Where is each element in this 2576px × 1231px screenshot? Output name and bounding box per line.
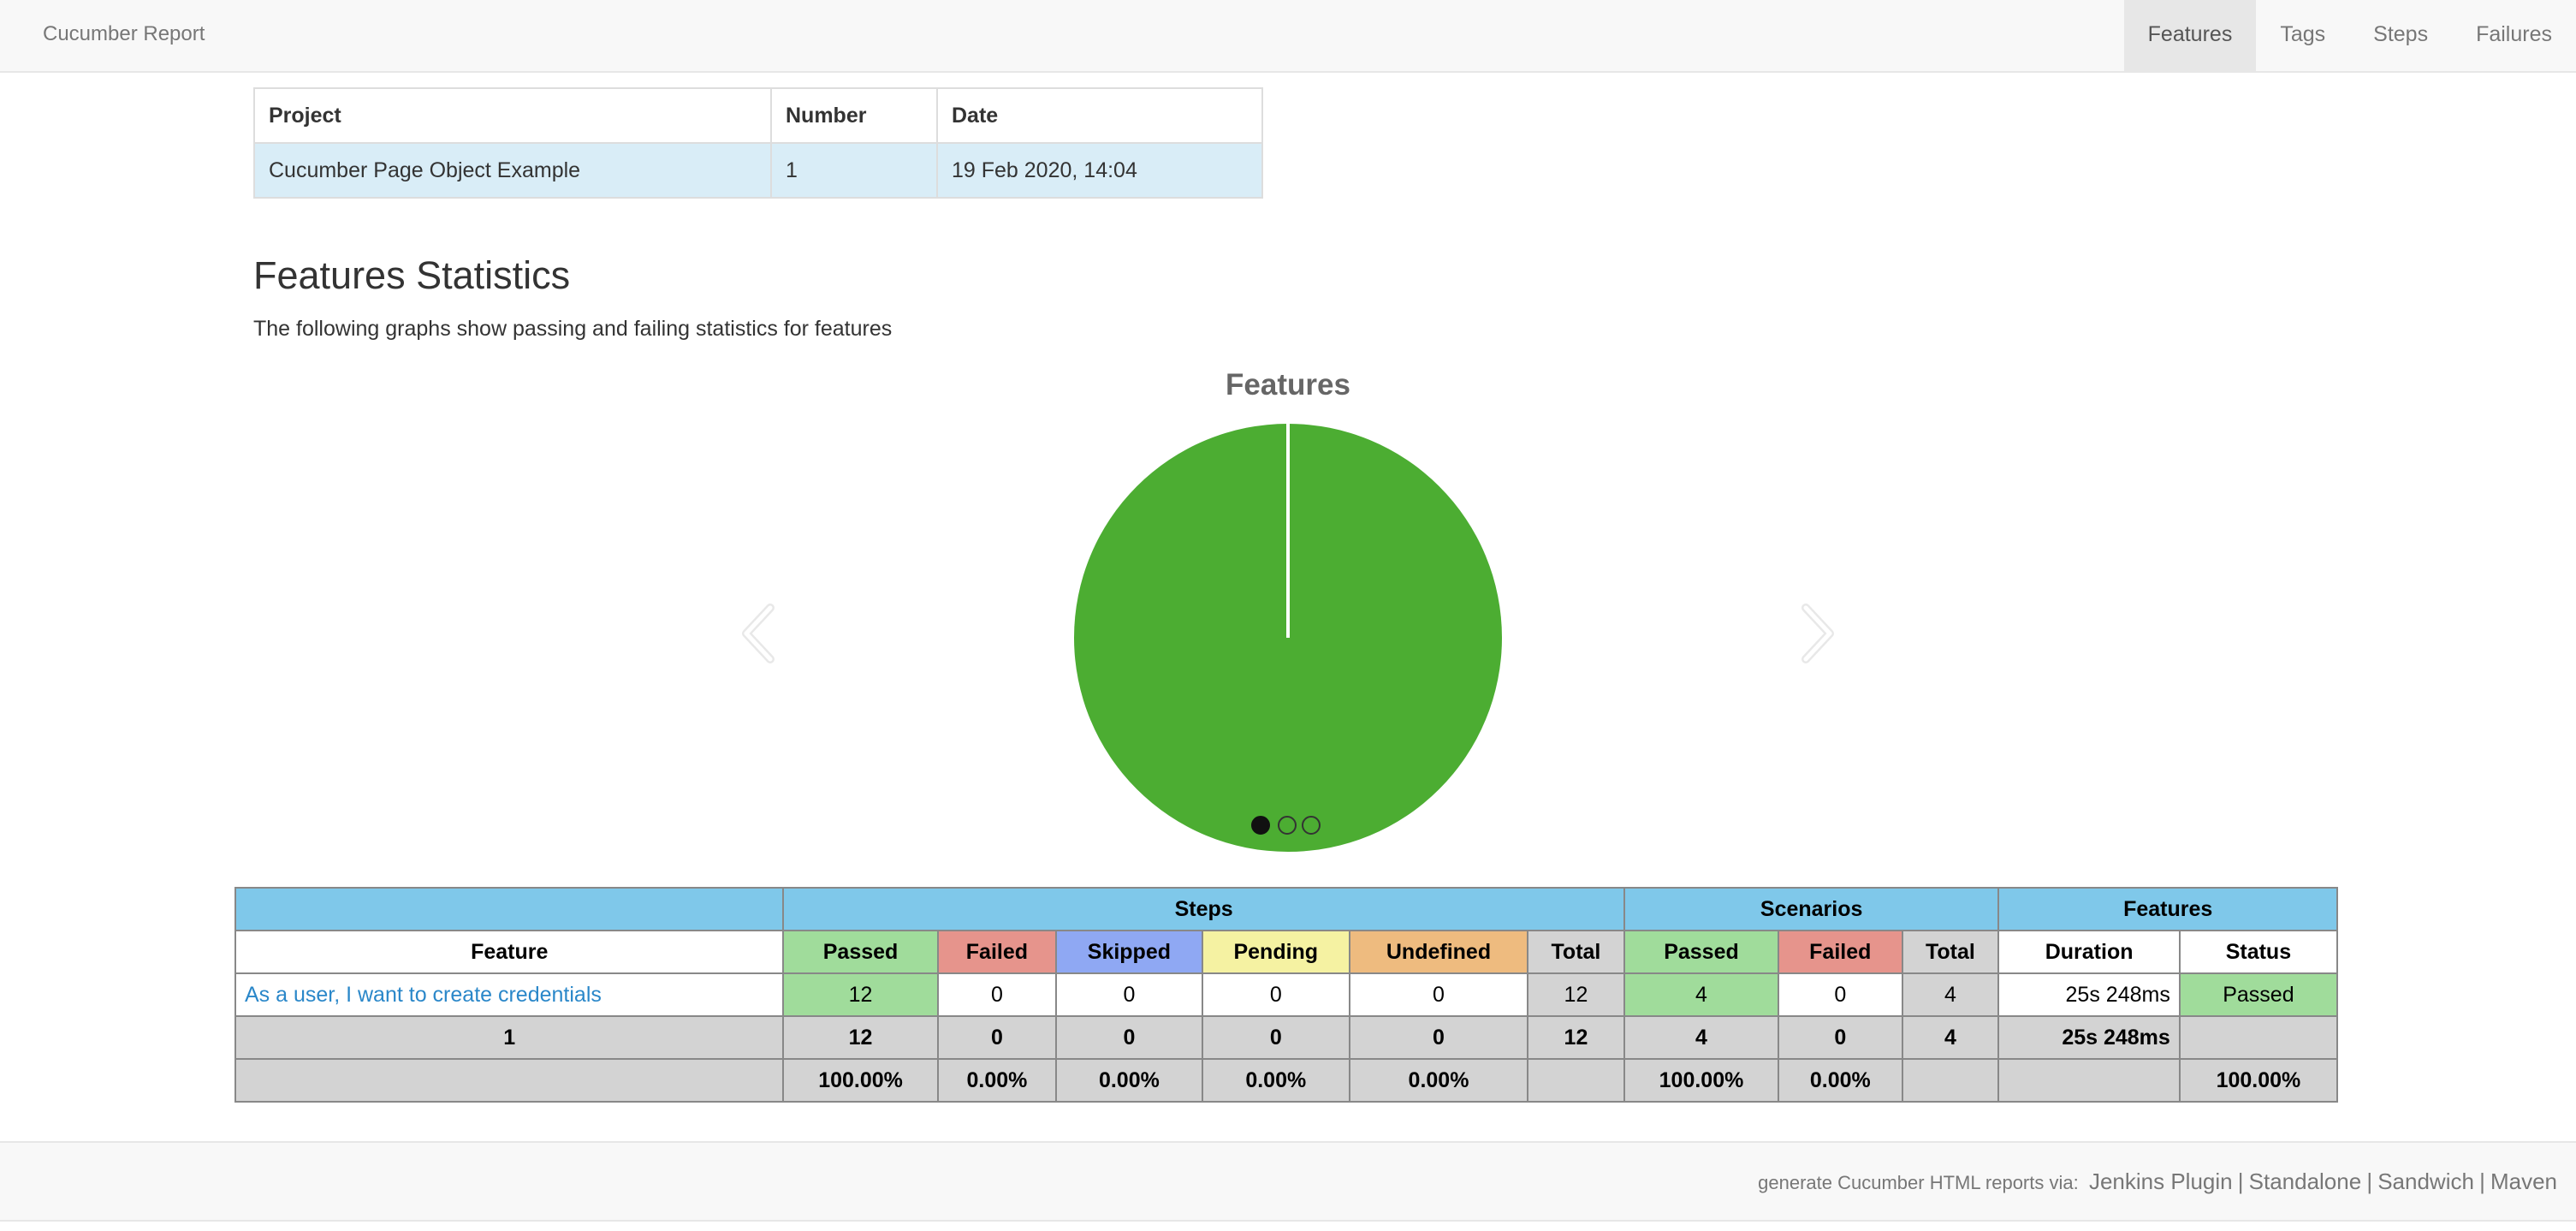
- total-status: [2178, 1015, 2339, 1060]
- total-steps-passed: 12: [782, 1015, 939, 1060]
- col-steps-total[interactable]: Total: [1527, 930, 1625, 974]
- cell-steps-total: 12: [1527, 972, 1625, 1017]
- cell-steps-pending: 0: [1201, 972, 1350, 1017]
- pct-steps-pending: 0.00%: [1201, 1058, 1350, 1103]
- header-project: Project: [253, 87, 772, 144]
- group-header-features: Features: [1997, 887, 2338, 931]
- nav-item-steps[interactable]: Steps: [2373, 22, 2429, 46]
- stats-subtitle: The following graphs show passing and fa…: [253, 317, 893, 341]
- group-header-empty: [234, 887, 785, 931]
- table-row: As a user, I want to create credentials …: [234, 972, 2339, 1017]
- col-scenarios-passed[interactable]: Passed: [1623, 930, 1780, 974]
- col-steps-skipped[interactable]: Skipped: [1055, 930, 1203, 974]
- cell-project: Cucumber Page Object Example: [253, 142, 772, 199]
- pct-steps-total: [1527, 1058, 1625, 1103]
- cell-steps-undefined: 0: [1348, 972, 1529, 1017]
- footer-prefix: generate Cucumber HTML reports via:: [1758, 1172, 2079, 1193]
- nav-item-tags[interactable]: Tags: [2280, 22, 2326, 46]
- total-steps-total: 12: [1527, 1015, 1625, 1060]
- carousel-prev-icon[interactable]: [736, 599, 787, 668]
- nav-menu: Features Tags Steps Failures: [2123, 0, 2576, 71]
- footer-link-standalone[interactable]: Standalone: [2248, 1169, 2362, 1194]
- cell-scenarios-failed: 0: [1778, 972, 1903, 1017]
- pct-scenarios-total: [1901, 1058, 2000, 1103]
- header-number: Number: [770, 87, 938, 144]
- nav-item-failures[interactable]: Failures: [2476, 22, 2552, 46]
- brand-link[interactable]: Cucumber Report: [43, 22, 205, 45]
- pct-scenarios-failed: 0.00%: [1778, 1058, 1903, 1103]
- cell-steps-passed: 12: [782, 972, 939, 1017]
- cell-scenarios-total: 4: [1901, 972, 2000, 1017]
- total-steps-failed: 0: [936, 1015, 1058, 1060]
- pct-steps-passed: 100.00%: [782, 1058, 939, 1103]
- footer: generate Cucumber HTML reports via: Jenk…: [0, 1141, 2576, 1222]
- cell-steps-failed: 0: [936, 972, 1058, 1017]
- col-duration[interactable]: Duration: [1997, 930, 2181, 974]
- total-features: 1: [234, 1015, 785, 1060]
- chart-title: Features: [1226, 368, 1350, 401]
- col-scenarios-failed[interactable]: Failed: [1778, 930, 1903, 974]
- project-info-table: Project Number Date Cucumber Page Object…: [253, 87, 1263, 199]
- carousel-next-icon[interactable]: [1789, 599, 1840, 668]
- feature-name-cell: As a user, I want to create credentials: [234, 972, 785, 1017]
- cell-number: 1: [770, 142, 938, 199]
- footer-link-maven[interactable]: Maven: [2490, 1169, 2557, 1194]
- footer-separator: |: [2366, 1169, 2373, 1194]
- footer-link-jenkins[interactable]: Jenkins Plugin: [2088, 1169, 2233, 1194]
- col-steps-failed[interactable]: Failed: [936, 930, 1058, 974]
- feature-link[interactable]: As a user, I want to create credentials: [245, 982, 602, 1007]
- group-header-row: Steps Scenarios Features: [234, 887, 2338, 931]
- total-steps-skipped: 0: [1055, 1015, 1203, 1060]
- percentages-row: 100.00% 0.00% 0.00% 0.00% 0.00% 100.00% …: [234, 1058, 2339, 1103]
- pct-steps-failed: 0.00%: [936, 1058, 1058, 1103]
- feature-stats-table: Steps Scenarios Features Feature Passed …: [234, 887, 2339, 1103]
- carousel-indicator-3[interactable]: [1302, 816, 1321, 835]
- col-status[interactable]: Status: [2178, 930, 2339, 974]
- col-steps-undefined[interactable]: Undefined: [1348, 930, 1529, 974]
- total-scenarios-failed: 0: [1778, 1015, 1903, 1060]
- footer-link-sandwich[interactable]: Sandwich: [2377, 1169, 2474, 1194]
- project-table-header: Project Number Date: [253, 87, 1263, 144]
- pct-duration: [1997, 1058, 2181, 1103]
- nav-item-features[interactable]: Features: [2123, 0, 2257, 71]
- carousel-indicators: [1251, 816, 1328, 838]
- header-date: Date: [936, 87, 1263, 144]
- carousel-indicator-2[interactable]: [1278, 816, 1297, 835]
- col-feature[interactable]: Feature: [234, 930, 785, 974]
- footer-separator: |: [2237, 1169, 2244, 1194]
- group-header-steps: Steps: [782, 887, 1625, 931]
- pct-status: 100.00%: [2178, 1058, 2339, 1103]
- cell-steps-skipped: 0: [1055, 972, 1203, 1017]
- footer-links: generate Cucumber HTML reports via: Jenk…: [1758, 1143, 2557, 1222]
- total-scenarios-passed: 4: [1623, 1015, 1780, 1060]
- cell-scenarios-passed: 4: [1623, 972, 1780, 1017]
- pct-steps-skipped: 0.00%: [1055, 1058, 1203, 1103]
- pct-feature: [234, 1058, 785, 1103]
- col-steps-pending[interactable]: Pending: [1201, 930, 1350, 974]
- cell-date: 19 Feb 2020, 14:04: [936, 142, 1263, 199]
- stats-title: Features Statistics: [253, 253, 571, 297]
- pct-scenarios-passed: 100.00%: [1623, 1058, 1780, 1103]
- pct-steps-undefined: 0.00%: [1348, 1058, 1529, 1103]
- cell-status: Passed: [2178, 972, 2339, 1017]
- total-steps-pending: 0: [1201, 1015, 1350, 1060]
- project-table-row: Cucumber Page Object Example 1 19 Feb 20…: [253, 142, 1263, 199]
- col-scenarios-total[interactable]: Total: [1901, 930, 2000, 974]
- total-scenarios-total: 4: [1901, 1015, 2000, 1060]
- total-steps-undefined: 0: [1348, 1015, 1529, 1060]
- pie-chart: [1074, 424, 1502, 852]
- footer-separator: |: [2479, 1169, 2485, 1194]
- column-header-row: Feature Passed Failed Skipped Pending Un…: [234, 930, 2339, 974]
- col-steps-passed[interactable]: Passed: [782, 930, 939, 974]
- cell-duration: 25s 248ms: [1997, 972, 2181, 1017]
- group-header-scenarios: Scenarios: [1623, 887, 2000, 931]
- total-duration: 25s 248ms: [1997, 1015, 2181, 1060]
- navbar: Cucumber Report Features Tags Steps Fail…: [0, 0, 2576, 73]
- totals-row: 1 12 0 0 0 0 12 4 0 4 25s 248ms: [234, 1015, 2339, 1060]
- carousel-indicator-1[interactable]: [1251, 816, 1270, 835]
